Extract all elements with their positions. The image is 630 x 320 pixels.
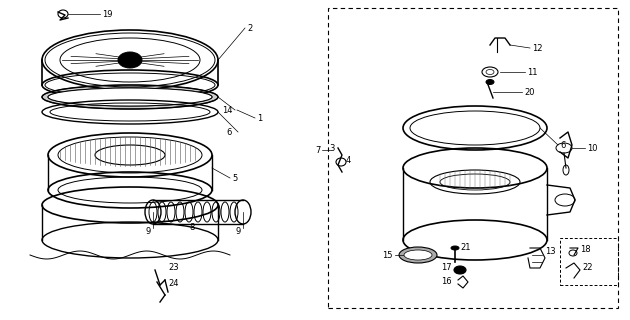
- Text: 20: 20: [524, 87, 534, 97]
- Text: 6: 6: [560, 140, 565, 149]
- Bar: [328, 8, 618, 308]
- Text: 21: 21: [460, 244, 471, 252]
- Ellipse shape: [404, 250, 432, 260]
- Ellipse shape: [42, 85, 218, 109]
- Ellipse shape: [122, 55, 138, 65]
- Text: 23: 23: [168, 263, 179, 273]
- Text: 16: 16: [442, 277, 452, 286]
- Text: 7: 7: [315, 146, 321, 155]
- Text: 12: 12: [532, 44, 542, 52]
- Ellipse shape: [399, 247, 437, 263]
- Text: 3: 3: [329, 143, 335, 153]
- Text: 6: 6: [226, 127, 231, 137]
- Text: 24: 24: [168, 278, 178, 287]
- Ellipse shape: [118, 52, 142, 68]
- Text: 19: 19: [102, 10, 113, 19]
- Ellipse shape: [454, 266, 466, 274]
- Text: 18: 18: [580, 245, 590, 254]
- Bar: [560, 238, 618, 285]
- Ellipse shape: [48, 88, 212, 106]
- Text: 15: 15: [382, 251, 393, 260]
- Text: 8: 8: [189, 223, 195, 233]
- Text: 10: 10: [587, 143, 597, 153]
- Text: 17: 17: [442, 263, 452, 273]
- Text: 14: 14: [222, 106, 232, 115]
- Text: 9: 9: [236, 228, 241, 236]
- Text: 1: 1: [257, 114, 262, 123]
- Text: 5: 5: [232, 173, 238, 182]
- Text: 2: 2: [247, 23, 252, 33]
- Text: 13: 13: [545, 247, 556, 257]
- Text: 4: 4: [346, 156, 352, 164]
- Text: 11: 11: [527, 68, 537, 76]
- Ellipse shape: [486, 79, 494, 84]
- Text: 22: 22: [582, 263, 592, 273]
- Ellipse shape: [451, 246, 459, 250]
- Text: 9: 9: [146, 228, 151, 236]
